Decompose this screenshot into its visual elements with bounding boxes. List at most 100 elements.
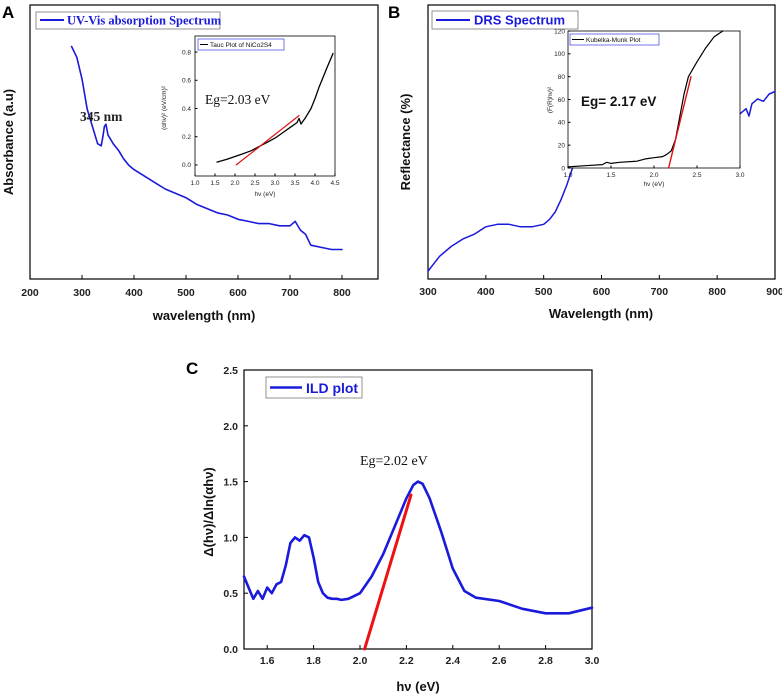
panel-c-x-ticks: 1.6 1.8 2.0 2.2 2.4 2.6 2.8 3.0 — [260, 645, 600, 667]
panel-b-inset: 0 20 40 60 80 100 120 1.0 1.5 2.0 2.5 3.0 (F(R)hν)… — [547, 28, 745, 188]
panel-b-inset-legend-text: Kubelka-Munk Plot — [586, 37, 641, 44]
panel-c-x-tick-label: 2.8 — [538, 655, 553, 667]
panel-b-y-axis-label: Reflectance (%) — [398, 94, 413, 191]
panel-a-inset-y-ticks: 0.0 0.2 0.4 0.6 0.8 — [182, 49, 198, 169]
panel-a-inset-legend-box — [197, 38, 285, 51]
panel-a: A Absorbance (a.u) wavelength (nm) 200 30… — [1, 3, 379, 323]
panel-b-inset-series-tangent-line — [667, 75, 692, 169]
panel-b-x-tick-label: 400 — [477, 286, 495, 298]
panel-a-inset-x-tick-label: 2.0 — [230, 180, 239, 187]
panel-a-legend-box — [35, 11, 221, 30]
panel-b-inset-x-tick-label: 1.0 — [563, 172, 572, 179]
panel-c-legend-text: ILD plot — [306, 380, 358, 396]
panel-b-inset-x-tick-label: 2.5 — [692, 172, 701, 179]
panel-b-legend-text: DRS Spectrum — [474, 13, 565, 28]
panel-c-series — [242, 480, 594, 651]
panel-a-inset-x-tick-label: 2.5 — [250, 180, 259, 187]
panel-b-inset-y-tick-label: 20 — [558, 142, 566, 149]
panel-b-inset-x-tick-label: 2.0 — [649, 172, 658, 179]
panel-a-inset-y-label: (αhν)² (eV/cm)² — [161, 85, 168, 130]
panel-c-series-tangent-line — [363, 493, 413, 651]
panel-a-x-tick-label: 400 — [125, 287, 143, 299]
panel-b-inset-frame — [567, 30, 741, 169]
panel-b-x-tick-label: 300 — [419, 286, 437, 298]
panel-c-y-tick-label: 2.5 — [223, 365, 238, 377]
panel-a-inset-series-tangent-line — [235, 114, 300, 166]
panel-b: B Reflectance (%) Wavelength (nm) 300 400… — [388, 3, 782, 321]
panel-a-inset-y-tick-label: 0.8 — [182, 49, 191, 56]
panel-a-inset-series-curve — [216, 52, 334, 163]
panel-c: C Δ(hν)/Δln(αhν) hν (eV) 0.0 0.5 1.0 1.5 2.0… — [186, 359, 599, 694]
panel-a-x-tick-label: 300 — [73, 287, 91, 299]
panel-b-x-axis-label: Wavelength (nm) — [549, 306, 653, 321]
panel-a-x-tick-label: 200 — [21, 287, 39, 299]
panel-b-inset-x-tick-label: 3.0 — [735, 172, 744, 179]
panel-a-series-curve — [70, 45, 343, 251]
panel-b-legend: DRS Spectrum — [431, 10, 579, 30]
panel-a-peak-annotation: 345 nm — [80, 109, 123, 124]
panel-c-x-axis-label: hν (eV) — [396, 679, 439, 694]
panel-c-x-tick-label: 1.8 — [306, 655, 321, 667]
panel-c-x-tick-label: 1.6 — [260, 655, 275, 667]
panel-a-inset-x-ticks: 1.0 1.5 2.0 2.5 3.0 3.5 4.0 4.5 — [190, 173, 340, 187]
panel-b-inset-eg-annotation: Eg= 2.17 eV — [581, 94, 656, 109]
panel-b-x-tick-label: 500 — [535, 286, 553, 298]
panel-a-label: A — [2, 3, 14, 22]
panel-c-x-tick-label: 2.4 — [445, 655, 460, 667]
panel-c-legend: ILD plot — [265, 376, 363, 399]
panel-a-inset-legend-text: Tauc Plot of NiCo2S4 — [210, 42, 272, 49]
panel-c-x-tick-label: 2.0 — [353, 655, 368, 667]
panel-a-inset-x-label: hν (eV) — [255, 191, 276, 198]
panel-a-inset-x-tick-label: 3.5 — [290, 180, 299, 187]
panel-a-y-axis-label: Absorbance (a.u) — [1, 89, 16, 195]
panel-a-inset-x-tick-label: 3.0 — [270, 180, 279, 187]
panel-b-x-tick-label: 900 — [766, 286, 782, 298]
panel-c-x-tick-label: 3.0 — [585, 655, 600, 667]
panel-b-inset-y-tick-label: 80 — [558, 74, 566, 81]
panel-c-y-ticks: 0.0 0.5 1.0 1.5 2.0 2.5 — [223, 365, 248, 656]
panel-c-y-tick-label: 2.0 — [223, 421, 238, 433]
panel-a-inset-x-tick-label: 4.0 — [310, 180, 319, 187]
panel-a-x-tick-label: 800 — [333, 287, 351, 299]
panel-a-inset-y-tick-label: 0.2 — [182, 134, 191, 141]
panel-b-inset-legend-box — [569, 33, 660, 46]
panel-b-x-ticks: 300 400 500 600 700 800 900 — [419, 275, 782, 298]
panel-b-inset-y-tick-label: 40 — [558, 120, 566, 127]
panel-a-inset: 0.0 0.2 0.4 0.6 0.8 1.0 1.5 2.0 2.5 3.0 3.5 4.0 4.5… — [161, 35, 340, 198]
panel-b-inset-x-label: hν (eV) — [644, 181, 665, 188]
panel-b-legend-box — [431, 10, 579, 30]
panel-c-y-tick-label: 1.5 — [223, 477, 238, 489]
panel-c-legend-box — [265, 376, 363, 399]
panel-b-inset-y-tick-label: 100 — [554, 51, 565, 58]
panel-a-inset-x-tick-label: 1.5 — [210, 180, 219, 187]
panel-a-series — [70, 45, 343, 251]
panel-b-inset-x-tick-label: 1.5 — [606, 172, 615, 179]
panel-a-legend-text: UV-Vis absorption Spectrum — [67, 14, 222, 28]
panel-a-inset-series — [216, 52, 334, 166]
panel-c-y-tick-label: 1.0 — [223, 532, 238, 544]
panel-b-inset-y-ticks: 0 20 40 60 80 100 120 — [554, 28, 571, 172]
panel-c-plot-frame — [243, 369, 593, 650]
panel-b-inset-series-curve — [567, 30, 724, 168]
panel-b-x-tick-label: 600 — [593, 286, 611, 298]
panel-a-x-tick-label: 700 — [281, 287, 299, 299]
panel-a-inset-x-tick-label: 4.5 — [330, 180, 339, 187]
panel-a-x-ticks: 200 300 400 500 600 700 800 — [21, 275, 351, 299]
panel-c-y-axis-label: Δ(hν)/Δln(αhν) — [201, 467, 216, 557]
panel-b-x-tick-label: 700 — [651, 286, 669, 298]
panel-a-x-tick-label: 600 — [229, 287, 247, 299]
panel-c-y-tick-label: 0.0 — [223, 644, 238, 656]
panel-b-inset-y-tick-label: 60 — [558, 97, 566, 104]
panel-c-x-tick-label: 2.6 — [492, 655, 507, 667]
panel-c-x-tick-label: 2.2 — [399, 655, 414, 667]
panel-b-inset-x-ticks: 1.0 1.5 2.0 2.5 3.0 — [563, 165, 745, 179]
panel-b-inset-series — [567, 30, 724, 169]
panel-a-x-tick-label: 500 — [177, 287, 195, 299]
panel-a-plot-frame — [29, 4, 379, 280]
panel-b-inset-y-tick-label: 0 — [561, 165, 565, 172]
panel-a-inset-y-tick-label: 0.0 — [182, 162, 191, 169]
panel-c-label: C — [186, 359, 198, 378]
panel-a-x-axis-label: wavelength (nm) — [152, 308, 256, 323]
panel-a-inset-y-tick-label: 0.4 — [182, 106, 191, 113]
panel-c-eg-annotation: Eg=2.02 eV — [360, 454, 428, 469]
